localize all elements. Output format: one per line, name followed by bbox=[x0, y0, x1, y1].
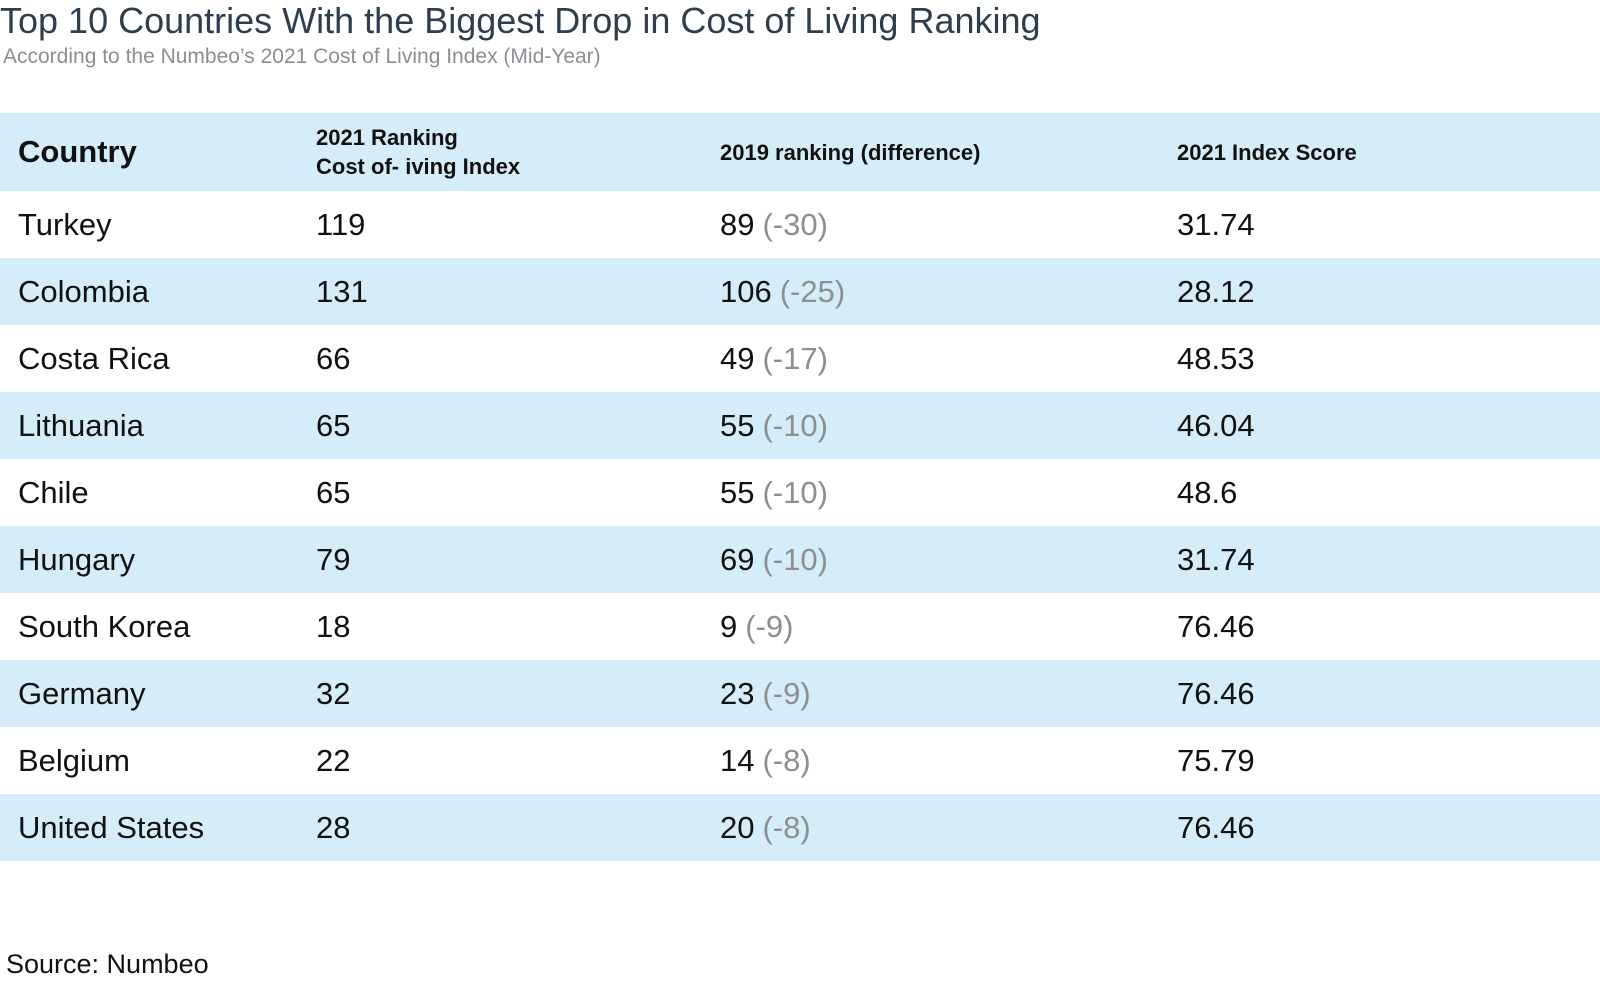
table-row: Chile 65 55 (-10) 48.6 bbox=[0, 459, 1600, 526]
rank-difference: (-9) bbox=[762, 675, 811, 711]
header-country: Country bbox=[18, 134, 137, 169]
rank-difference: (-17) bbox=[762, 340, 828, 376]
rank-2021-cell: 65 bbox=[316, 474, 351, 510]
rank-difference: (-10) bbox=[762, 474, 828, 510]
rank-2021-cell: 79 bbox=[316, 541, 351, 577]
table-row: Costa Rica 66 49 (-17) 48.53 bbox=[0, 325, 1600, 392]
rank-2021-cell: 131 bbox=[316, 273, 368, 309]
country-cell: Hungary bbox=[18, 541, 136, 577]
index-score-cell: 46.04 bbox=[1177, 407, 1255, 443]
rank-2021-cell: 18 bbox=[316, 608, 351, 644]
rank-2019-cell: 89 (-30) bbox=[720, 191, 828, 258]
chart-title: Top 10 Countries With the Biggest Drop i… bbox=[0, 0, 1041, 41]
rank-2019-cell: 106 (-25) bbox=[720, 258, 845, 325]
header-2021-ranking: 2021 Ranking Cost of- iving Index bbox=[316, 113, 520, 191]
rank-2021-cell: 28 bbox=[316, 809, 351, 845]
index-score-cell: 31.74 bbox=[1177, 206, 1255, 242]
country-cell: Lithuania bbox=[18, 407, 144, 443]
index-score-cell: 48.6 bbox=[1177, 474, 1238, 510]
rank-difference: (-10) bbox=[762, 541, 828, 577]
rank-2021-cell: 65 bbox=[316, 407, 351, 443]
index-score-cell: 48.53 bbox=[1177, 340, 1255, 376]
rank-difference: (-9) bbox=[745, 608, 794, 644]
table-row: Hungary 79 69 (-10) 31.74 bbox=[0, 526, 1600, 593]
country-cell: South Korea bbox=[18, 608, 191, 644]
rank-2019-value: 55 bbox=[720, 407, 755, 443]
country-cell: Germany bbox=[18, 675, 146, 711]
rank-2021-cell: 66 bbox=[316, 340, 351, 376]
country-cell: Belgium bbox=[18, 742, 130, 778]
table-header: Country 2021 Ranking Cost of- iving Inde… bbox=[0, 113, 1600, 191]
table-row: United States 28 20 (-8) 76.46 bbox=[0, 794, 1600, 861]
header-2021-ranking-line1: 2021 Ranking bbox=[316, 125, 458, 150]
table-row: South Korea 18 9 (-9) 76.46 bbox=[0, 593, 1600, 660]
rank-2019-value: 14 bbox=[720, 742, 755, 778]
rank-2019-value: 55 bbox=[720, 474, 755, 510]
index-score-cell: 31.74 bbox=[1177, 541, 1255, 577]
rank-difference: (-25) bbox=[779, 273, 846, 309]
rank-2019-cell: 69 (-10) bbox=[720, 526, 828, 593]
ranking-table: Country 2021 Ranking Cost of- iving Inde… bbox=[0, 113, 1600, 861]
rank-2019-cell: 55 (-10) bbox=[720, 392, 828, 459]
rank-difference: (-8) bbox=[762, 742, 811, 778]
index-score-cell: 28.12 bbox=[1177, 273, 1255, 309]
table-row: Lithuania 65 55 (-10) 46.04 bbox=[0, 392, 1600, 459]
table-row: Turkey 119 89 (-30) 31.74 bbox=[0, 191, 1600, 258]
rank-difference: (-8) bbox=[762, 809, 811, 845]
header-index-score: 2021 Index Score bbox=[1177, 139, 1357, 165]
country-cell: Costa Rica bbox=[18, 340, 170, 376]
index-score-cell: 76.46 bbox=[1177, 608, 1255, 644]
table-row: Belgium 22 14 (-8) 75.79 bbox=[0, 727, 1600, 794]
rank-2019-value: 106 bbox=[720, 273, 772, 309]
header-2019-ranking: 2019 ranking (difference) bbox=[720, 139, 981, 165]
rank-2019-cell: 20 (-8) bbox=[720, 794, 811, 861]
rank-2019-cell: 23 (-9) bbox=[720, 660, 811, 727]
country-cell: United States bbox=[18, 809, 205, 845]
rank-difference: (-10) bbox=[762, 407, 828, 443]
rank-2019-cell: 49 (-17) bbox=[720, 325, 828, 392]
rank-difference: (-30) bbox=[762, 206, 828, 242]
rank-2019-cell: 55 (-10) bbox=[720, 459, 828, 526]
country-cell: Turkey bbox=[18, 206, 112, 242]
index-score-cell: 76.46 bbox=[1177, 809, 1255, 845]
table-body: Turkey 119 89 (-30) 31.74 Colombia 131 106 (-25)… bbox=[0, 191, 1600, 861]
rank-2019-value: 69 bbox=[720, 541, 755, 577]
rank-2019-value: 23 bbox=[720, 675, 755, 711]
index-score-cell: 76.46 bbox=[1177, 675, 1255, 711]
index-score-cell: 75.79 bbox=[1177, 742, 1255, 778]
rank-2019-value: 89 bbox=[720, 206, 755, 242]
source-note: Source: Numbeo bbox=[6, 949, 209, 979]
table-row: Germany 32 23 (-9) 76.46 bbox=[0, 660, 1600, 727]
rank-2019-cell: 14 (-8) bbox=[720, 727, 811, 794]
rank-2019-value: 9 bbox=[720, 608, 738, 644]
country-cell: Chile bbox=[18, 474, 89, 510]
rank-2019-value: 20 bbox=[720, 809, 755, 845]
rank-2019-cell: 9 (-9) bbox=[720, 593, 793, 660]
country-cell: Colombia bbox=[18, 273, 149, 309]
header-2021-ranking-line2: Cost of- iving Index bbox=[316, 154, 521, 179]
rank-2021-cell: 22 bbox=[316, 742, 351, 778]
rank-2021-cell: 119 bbox=[316, 206, 366, 242]
table-row: Colombia 131 106 (-25) 28.12 bbox=[0, 258, 1600, 325]
chart-subtitle: According to the Numbeo’s 2021 Cost of L… bbox=[3, 45, 601, 68]
rank-2021-cell: 32 bbox=[316, 675, 351, 711]
rank-2019-value: 49 bbox=[720, 340, 755, 376]
